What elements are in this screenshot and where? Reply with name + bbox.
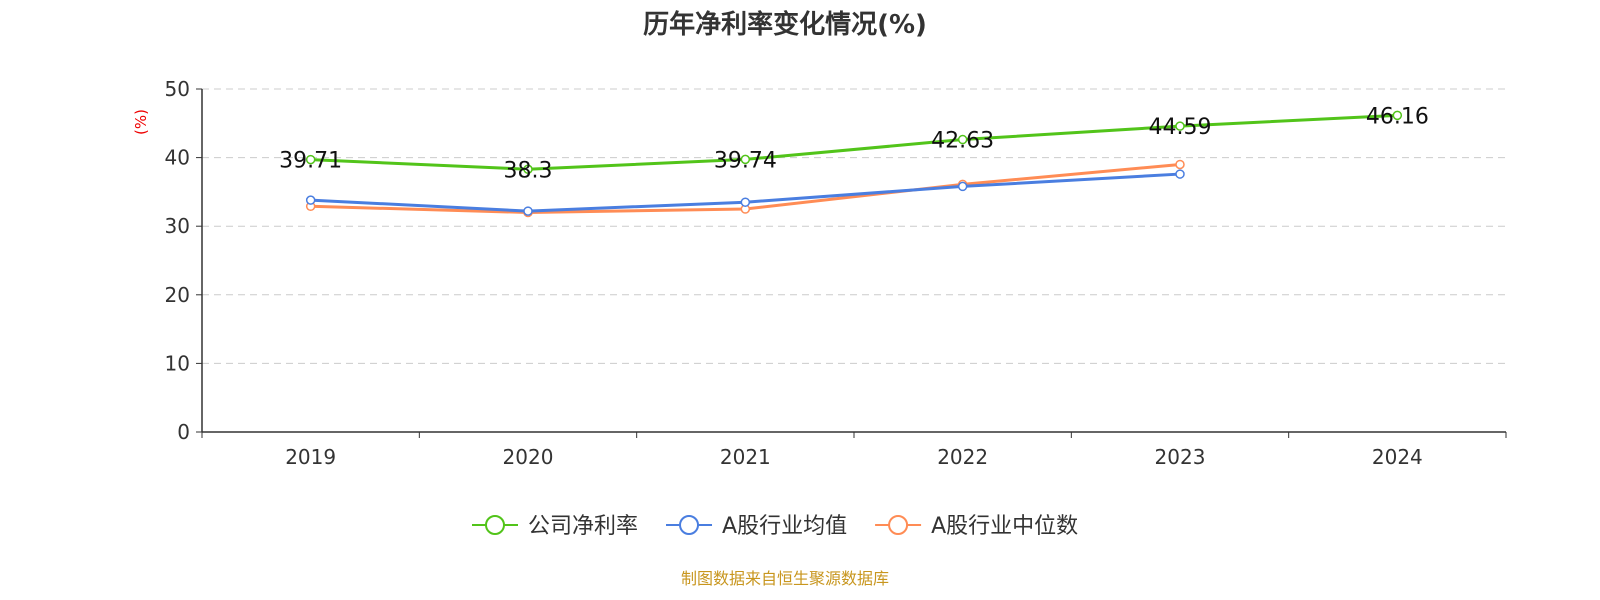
y-tick-label: 20 <box>165 283 190 307</box>
x-tick-label: 2022 <box>937 445 988 469</box>
x-tick-label: 2023 <box>1155 445 1206 469</box>
x-tick-label: 2021 <box>720 445 771 469</box>
data-point[interactable] <box>957 134 968 145</box>
y-tick-label: 30 <box>165 214 190 238</box>
data-label: 42.63 <box>931 129 994 154</box>
data-point[interactable] <box>1175 121 1185 131</box>
x-tick-label: 2019 <box>285 445 336 469</box>
data-point[interactable] <box>1392 110 1403 121</box>
data-label: 44.59 <box>1149 115 1212 140</box>
y-tick-label: 10 <box>165 351 190 375</box>
data-point[interactable] <box>1175 159 1185 170</box>
data-point[interactable] <box>523 164 533 175</box>
series-line <box>310 113 1398 171</box>
data-point[interactable] <box>523 206 533 216</box>
legend-label[interactable]: A股行业均值 <box>722 514 847 539</box>
data-point[interactable] <box>1175 169 1185 179</box>
legend-marker[interactable] <box>485 515 505 535</box>
x-tick-label: 2024 <box>1372 445 1423 469</box>
data-point[interactable] <box>305 195 316 205</box>
y-tick-label: 50 <box>165 77 190 101</box>
source-note: 制图数据来自恒生聚源数据库 <box>681 569 889 588</box>
legend-label[interactable]: A股行业中位数 <box>931 514 1078 539</box>
data-label: 39.71 <box>279 149 342 174</box>
chart-title: 历年净利率变化情况(%) <box>643 9 927 40</box>
data-point[interactable] <box>740 197 751 207</box>
legend-marker[interactable] <box>679 515 700 535</box>
data-label: 38.3 <box>504 158 553 183</box>
legend-marker[interactable] <box>888 515 909 535</box>
legend-label[interactable]: 公司净利率 <box>528 514 638 539</box>
data-point[interactable] <box>740 154 751 165</box>
y-tick-label: 40 <box>165 146 190 170</box>
y-axis-label: (%) <box>132 109 150 135</box>
data-label: 39.74 <box>714 148 777 173</box>
data-point[interactable] <box>305 154 316 165</box>
x-tick-label: 2020 <box>503 445 554 469</box>
y-tick-label: 0 <box>177 420 190 444</box>
data-point[interactable] <box>957 181 968 192</box>
data-label: 46.16 <box>1366 104 1429 129</box>
